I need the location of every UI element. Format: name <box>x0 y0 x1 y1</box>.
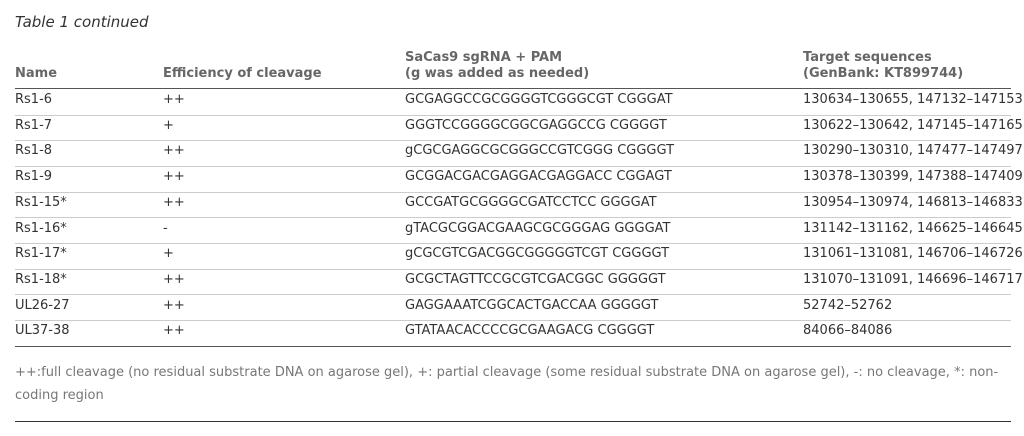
table-cell: 52742–52762 <box>803 297 893 313</box>
column-header: (GenBank: KT899744) <box>803 66 964 81</box>
row-rule <box>15 165 1011 167</box>
footnote: ++:full cleavage (no residual substrate … <box>15 365 999 403</box>
table-cell: UL26-27 <box>15 297 70 313</box>
table-cell: ++ <box>163 194 185 210</box>
row-rule <box>15 243 1011 244</box>
table-cell: Rs1-7 <box>15 117 53 133</box>
table-cell: Rs1-16* <box>15 220 67 236</box>
table-cell: gCGCGAGGCGCGGGCCGTCGGG CGGGGT <box>405 143 675 159</box>
row-rule <box>15 114 1011 116</box>
table-cell: Rs1-15* <box>15 194 67 210</box>
table-cell: 130290–130310, 147477–147497 <box>803 143 1023 159</box>
row-rule <box>15 268 1011 270</box>
table-cell: + <box>163 246 174 262</box>
table-cell: GCGGACGACGAGGACGAGGACC CGGAGT <box>405 169 672 185</box>
column-header: Name <box>15 66 58 81</box>
table-cell: 131142–131162, 146625–146645 <box>803 220 1023 236</box>
table-cell: UL37-38 <box>15 323 70 339</box>
table-cell: ++ <box>163 169 185 185</box>
table-cell: Rs1-6 <box>15 92 53 107</box>
table-cell: ++ <box>163 271 185 287</box>
row-rule <box>15 320 1011 322</box>
table-cell: 131061–131081, 146706–146726 <box>803 246 1023 262</box>
table-cell: Rs1-18* <box>15 271 67 287</box>
table-cell: Rs1-17* <box>15 246 67 262</box>
table-cell: ++ <box>163 143 185 159</box>
column-header: Target sequences <box>803 50 932 65</box>
table-cell: gCGCGTCGACGGCGGGGGTCGT CGGGGT <box>405 246 670 262</box>
column-header: SaCas9 sgRNA + PAM <box>405 50 563 65</box>
table-caption: Table 1 continued <box>15 13 149 31</box>
table-cell: Rs1-9 <box>15 169 53 185</box>
row-rule <box>15 140 1011 142</box>
table-cell: 130622–130642, 147145–147165 <box>803 117 1023 133</box>
header-rule <box>15 88 1011 89</box>
column-header: (g was added as needed) <box>405 66 590 81</box>
table-cell: + <box>163 117 174 133</box>
table-cell: GAGGAAATCGGCACTGACCAA GGGGGT <box>405 297 659 313</box>
row-rule <box>15 345 1011 347</box>
table-cell: ++ <box>163 297 185 313</box>
table-cell: ++ <box>163 323 185 339</box>
table-cell: gTACGCGGACGAAGCGCGGGAG GGGGAT <box>405 220 671 236</box>
table-cell: GCGAGGCCGCGGGGTCGGGCGT CGGGAT <box>405 92 673 107</box>
table-cell: ++ <box>163 92 185 107</box>
table-cell: 84066–84086 <box>803 323 893 339</box>
table-cell: 130954–130974, 146813–146833 <box>803 194 1023 210</box>
row-rule <box>15 191 1011 193</box>
table-cell: GGGTCCGGGGCGGCGAGGCCG CGGGGT <box>405 117 667 133</box>
table-cell: GCCGATGCGGGGCGATCCTCC GGGGAT <box>405 194 657 210</box>
table-cell: 130378–130399, 147388–147409 <box>803 169 1023 185</box>
table-cell: GTATAACACCCCGCGAAGACG CGGGGT <box>405 323 655 339</box>
table-cell: 130634–130655, 147132–147153 <box>803 92 1023 107</box>
row-rule <box>15 217 1011 219</box>
table-cell: - <box>163 220 168 236</box>
table-cell: GCGCTAGTTCCGCGTCGACGGC GGGGGT <box>405 271 666 287</box>
row-rule <box>15 294 1011 296</box>
bottom-rule <box>15 421 1011 422</box>
table-cell: 131070–131091, 146696–146717 <box>803 271 1023 287</box>
column-header: Efficiency of cleavage <box>163 66 322 81</box>
table-cell: Rs1-8 <box>15 143 53 159</box>
